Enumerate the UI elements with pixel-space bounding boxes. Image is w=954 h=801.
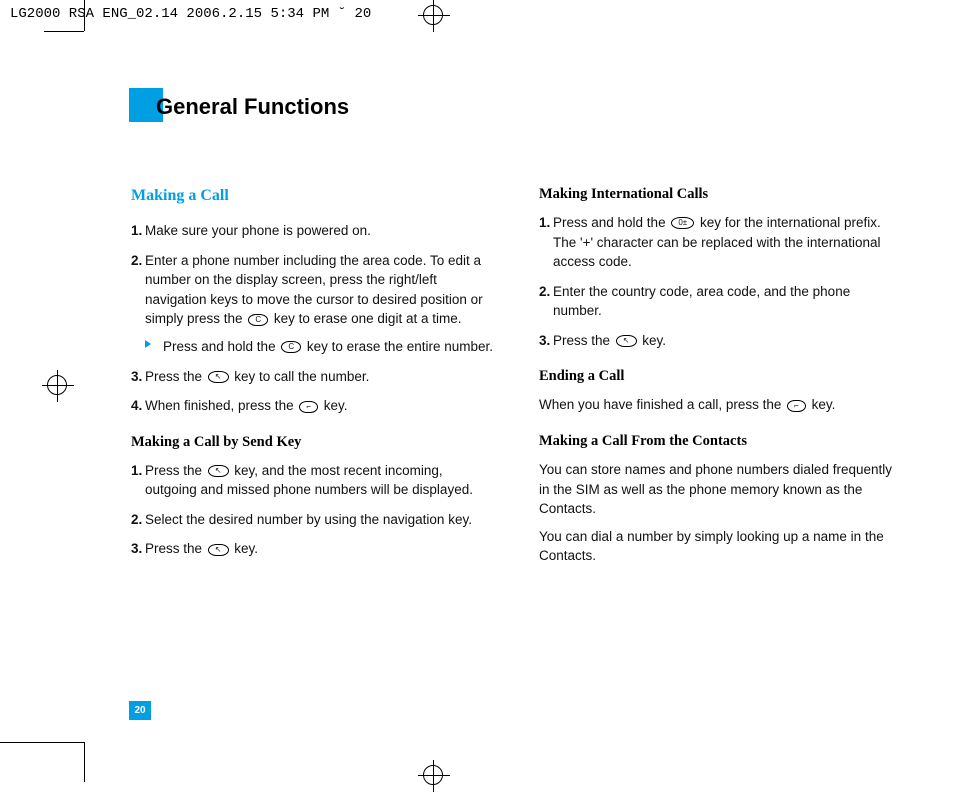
list-item: 3. Press the ↖ key.	[539, 331, 901, 351]
step-number: 4.	[131, 396, 142, 416]
registration-mark-icon	[42, 370, 74, 402]
registration-mark-icon	[418, 0, 450, 32]
text: key.	[812, 397, 836, 412]
list-item: 3. Press the ↖ key to call the number.	[131, 367, 493, 387]
pdf-meta-header: LG2000 RSA ENG_02.14 2006.2.15 5:34 PM ˘…	[10, 6, 371, 22]
end-key-icon: ⌐	[787, 400, 806, 412]
section-heading-international: Making International Calls	[539, 184, 901, 205]
list-item: 1. Make sure your phone is powered on.	[131, 221, 493, 241]
step-text: Make sure your phone is powered on.	[145, 223, 371, 238]
steps-list: 1. Press the ↖ key, and the most recent …	[131, 461, 493, 559]
step-text: Press the	[145, 369, 202, 384]
send-key-icon: ↖	[208, 371, 229, 383]
text: When you have finished a call, press the	[539, 397, 781, 412]
triangle-bullet-icon	[145, 340, 151, 348]
list-item: 4. When finished, press the ⌐ key.	[131, 396, 493, 416]
step-text: key.	[234, 541, 258, 556]
step-text: key to call the number.	[234, 369, 369, 384]
step-number: 1.	[131, 221, 142, 241]
step-text: Press the	[553, 333, 610, 348]
list-item: 1. Press the ↖ key, and the most recent …	[131, 461, 493, 500]
end-key-icon: ⌐	[299, 401, 318, 413]
step-number: 3.	[131, 367, 142, 387]
c-key-icon: C	[281, 341, 301, 353]
step-text: Press the	[145, 463, 202, 478]
paragraph: When you have finished a call, press the…	[539, 395, 901, 415]
zero-key-icon: 0±	[671, 217, 694, 229]
step-text: key to erase one digit at a time.	[274, 311, 462, 326]
step-number: 3.	[131, 539, 142, 559]
step-text: Enter the country code, area code, and t…	[553, 284, 850, 319]
step-text: key.	[324, 398, 348, 413]
send-key-icon: ↖	[616, 335, 637, 347]
right-column: Making International Calls 1. Press and …	[539, 184, 901, 574]
c-key-icon: C	[248, 314, 268, 326]
section-heading-send-key: Making a Call by Send Key	[131, 432, 493, 453]
page-number: 20	[129, 701, 151, 720]
step-number: 2.	[539, 282, 550, 302]
step-number: 1.	[131, 461, 142, 481]
chapter-title: General Functions	[156, 94, 349, 120]
sub-bullet: Press and hold the C key to erase the en…	[145, 337, 493, 357]
paragraph: You can store names and phone numbers di…	[539, 460, 901, 519]
crop-mark	[84, 0, 85, 31]
section-heading-ending: Ending a Call	[539, 366, 901, 387]
registration-mark-icon	[418, 760, 450, 792]
list-item: 2. Enter the country code, area code, an…	[539, 282, 901, 321]
step-text: Press and hold the	[553, 215, 666, 230]
content-columns: Making a Call 1. Make sure your phone is…	[131, 184, 911, 574]
step-text: Press the	[145, 541, 202, 556]
send-key-icon: ↖	[208, 465, 229, 477]
sub-text: key to erase the entire number.	[307, 339, 493, 354]
crop-mark	[44, 31, 84, 32]
crop-mark	[0, 742, 84, 743]
steps-list: 1. Make sure your phone is powered on. 2…	[131, 221, 493, 416]
section-heading-contacts: Making a Call From the Contacts	[539, 431, 901, 452]
step-number: 3.	[539, 331, 550, 351]
list-item: 1. Press and hold the 0± key for the int…	[539, 213, 901, 272]
section-heading-making-a-call: Making a Call	[131, 184, 493, 207]
step-text: key.	[642, 333, 666, 348]
list-item: 2. Select the desired number by using th…	[131, 510, 493, 530]
crop-mark	[84, 742, 85, 782]
sub-text: Press and hold the	[163, 339, 276, 354]
left-column: Making a Call 1. Make sure your phone is…	[131, 184, 493, 574]
send-key-icon: ↖	[208, 544, 229, 556]
list-item: 3. Press the ↖ key.	[131, 539, 493, 559]
list-item: 2. Enter a phone number including the ar…	[131, 251, 493, 357]
page-content: General Functions Making a Call 1. Make …	[96, 44, 928, 730]
step-text: When finished, press the	[145, 398, 294, 413]
step-text: Select the desired number by using the n…	[145, 512, 472, 527]
steps-list: 1. Press and hold the 0± key for the int…	[539, 213, 901, 350]
paragraph: You can dial a number by simply looking …	[539, 527, 901, 566]
step-number: 2.	[131, 251, 142, 271]
step-number: 2.	[131, 510, 142, 530]
step-number: 1.	[539, 213, 550, 233]
